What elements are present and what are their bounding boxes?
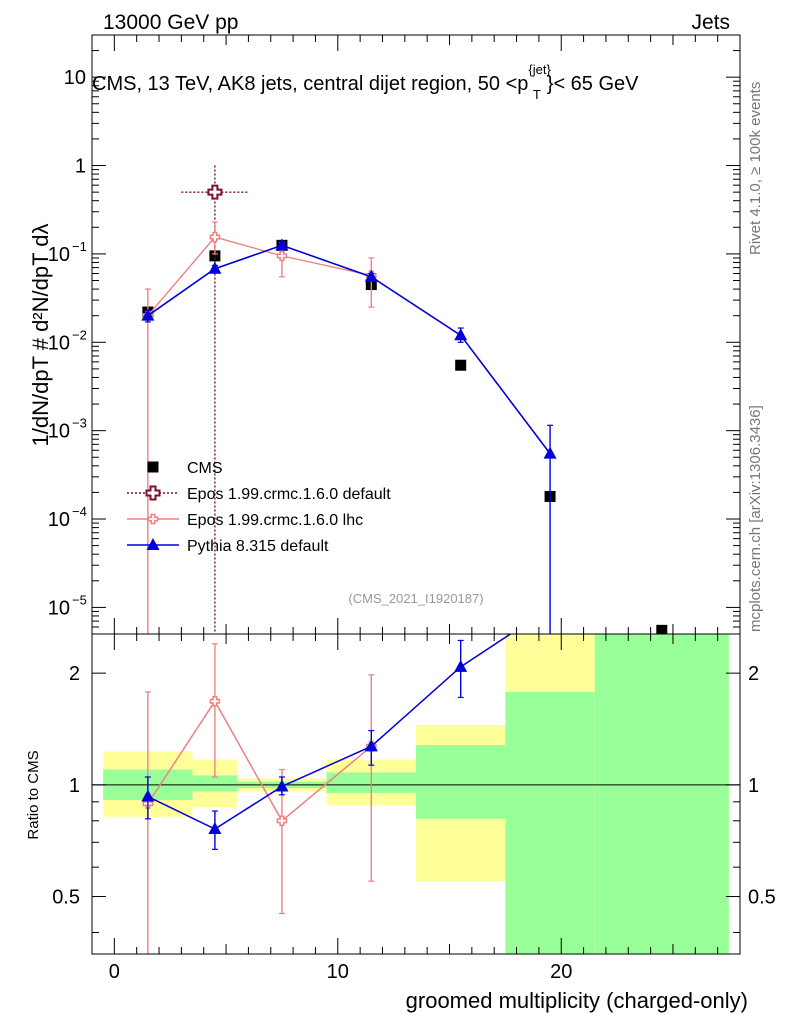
- title-superscript: {jet}: [528, 62, 551, 77]
- y-tick-label: 10: [64, 67, 86, 89]
- ratio-y-label: Ratio to CMS: [25, 750, 42, 839]
- y-tick-exponent: −2: [72, 327, 87, 342]
- ratio-panel: 2 2 1 1 0.5 0.5 0 10 20: [52, 633, 776, 983]
- legend-marker-cms: [147, 461, 159, 473]
- svg-text:CMS, 13 TeV, AK8 jets, central: CMS, 13 TeV, AK8 jets, central dijet reg…: [92, 62, 639, 102]
- title-end: }< 65 GeV: [547, 73, 639, 95]
- ratio-y-tick-label-right: 2: [748, 663, 759, 685]
- data-point-cms: [656, 624, 668, 636]
- data-point-cms: [455, 359, 467, 371]
- data-point-epos_default: [207, 184, 223, 200]
- x-tick-label: 0: [109, 961, 120, 983]
- y-tick-exponent: −5: [72, 592, 87, 607]
- ratio-point-pythia: [454, 659, 468, 672]
- main-y-axis-label: 1/dN/dpT # d²N/dpT dλ: [28, 224, 53, 447]
- legend-label-epos_default: Epos 1.99.crmc.1.6.0 default: [187, 486, 391, 503]
- data-point-pythia: [208, 261, 222, 274]
- ratio-panel-frame: [91, 633, 741, 955]
- series-epos_default: [181, 165, 249, 634]
- series-epos_lhc: [142, 221, 377, 634]
- data-point-epos_lhc: [276, 250, 288, 262]
- y-tick-exponent: −4: [72, 504, 87, 519]
- x-tick-label: 10: [327, 961, 349, 983]
- x-axis-label: groomed multiplicity (charged-only): [406, 988, 748, 1013]
- title-main: CMS, 13 TeV, AK8 jets, central dijet reg…: [92, 73, 528, 95]
- ratio-y-tick-label-right: 0.5: [748, 887, 776, 909]
- legend-item-epos_default: Epos 1.99.crmc.1.6.0 default: [127, 485, 391, 503]
- category-label: Jets: [691, 11, 730, 34]
- legend-label-epos_lhc: Epos 1.99.crmc.1.6.0 lhc: [187, 512, 363, 529]
- legend-item-pythia: Pythia 8.315 default: [127, 538, 329, 555]
- legend-item-cms: CMS: [147, 460, 223, 477]
- uncertainty-band-inner: [594, 634, 729, 954]
- uncertainty-band-inner: [505, 691, 595, 954]
- ratio-point-epos_lhc: [276, 815, 288, 827]
- energy-label: 13000 GeV pp: [103, 11, 238, 34]
- y-tick-label: 1: [75, 156, 86, 178]
- ratio-line-epos_lhc: [147, 699, 372, 822]
- ratio-y-tick-label-left: 2: [69, 663, 80, 685]
- plot-title: CMS, 13 TeV, AK8 jets, central dijet reg…: [92, 62, 639, 102]
- data-point-pythia: [141, 308, 155, 321]
- mcplots-label: mcplots.cern.ch [arXiv:1306.3436]: [747, 405, 764, 632]
- rivet-label: Rivet 4.1.0, ≥ 100k events: [747, 82, 764, 255]
- legend-label-pythia: Pythia 8.315 default: [187, 538, 329, 555]
- legend-item-epos_lhc: Epos 1.99.crmc.1.6.0 lhc: [127, 512, 363, 529]
- ratio-line-pythia: [147, 633, 511, 830]
- title-subscript: T: [533, 87, 541, 102]
- y-tick-label: 10: [48, 597, 70, 619]
- y-tick-label: 10: [48, 332, 70, 354]
- uncertainty-band-inner: [416, 745, 506, 819]
- legend-marker-epos_lhc: [147, 513, 159, 525]
- data-point-pythia: [454, 328, 468, 341]
- series-pythia: [141, 238, 557, 634]
- y-tick-label: 10: [48, 509, 70, 531]
- uncertainty-band-inner: [192, 775, 238, 792]
- ratio-point-pythia: [141, 789, 155, 802]
- data-point-epos_lhc: [209, 231, 221, 243]
- ratio-y-tick-label-left: 1: [69, 775, 80, 797]
- ratio-point-pythia: [208, 822, 222, 835]
- ratio-y-tick-label-right: 1: [748, 775, 759, 797]
- series-line-pythia: [147, 244, 551, 455]
- main-y-label-text: 1/dN/dpT # d²N/dpT dλ: [28, 224, 53, 447]
- legend-label-cms: CMS: [187, 460, 223, 477]
- analysis-id: (CMS_2021_I1920187): [348, 591, 483, 606]
- data-point-pythia: [275, 238, 289, 251]
- data-point-pythia: [364, 269, 378, 282]
- ratio-point-pythia: [364, 739, 378, 752]
- y-tick-exponent: −3: [72, 416, 87, 431]
- data-point-cms: [209, 250, 221, 262]
- data-point-pythia: [543, 446, 557, 459]
- ratio-point-epos_lhc: [209, 695, 221, 707]
- y-tick-exponent: −1: [72, 239, 87, 254]
- legend: CMS Epos 1.99.crmc.1.6.0 default Epos 1.99…: [127, 460, 391, 555]
- x-tick-label: 20: [550, 961, 572, 983]
- ratio-y-tick-label-left: 0.5: [52, 887, 80, 909]
- legend-marker-epos_default: [145, 485, 161, 501]
- series-line-epos_lhc: [147, 236, 372, 317]
- legend-marker-pythia: [146, 538, 160, 550]
- y-tick-label: 10: [48, 421, 70, 443]
- y-tick-label: 10: [48, 244, 70, 266]
- ratio-point-pythia: [275, 779, 289, 792]
- ratio-series-pythia: [141, 633, 511, 850]
